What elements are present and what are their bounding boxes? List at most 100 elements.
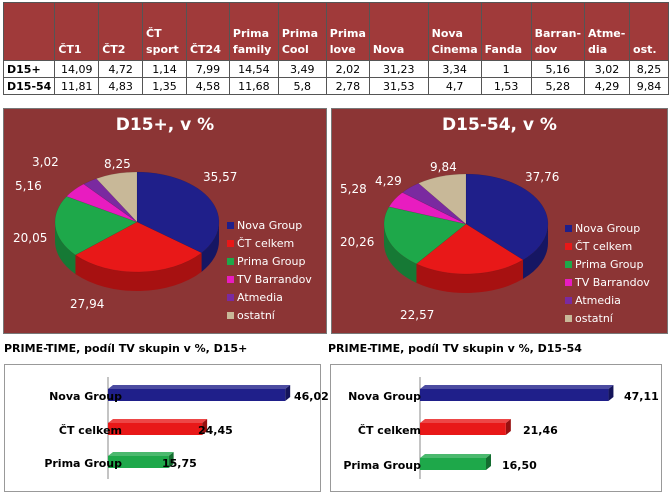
bar-chart-title: PRIME-TIME, podíl TV skupin v %, D15-54 bbox=[328, 342, 582, 355]
col-header: Prima Cool bbox=[277, 2, 327, 61]
table-cell: 1,35 bbox=[142, 77, 187, 95]
table-row: D15+ 14,09 4,72 1,14 7,99 14,54 3,49 2,0… bbox=[2, 60, 669, 78]
legend-label: Nova Group bbox=[575, 221, 641, 235]
table-cell: 1 bbox=[480, 60, 532, 78]
bar-value-label: 15,75 bbox=[162, 457, 197, 470]
bar-value-label: 16,50 bbox=[502, 459, 537, 472]
bar-value-label: 24,45 bbox=[198, 424, 233, 437]
col-header: ČT24 bbox=[185, 2, 230, 61]
slice-value-label: 4,29 bbox=[375, 174, 402, 188]
bar-side bbox=[168, 452, 174, 468]
bar-top bbox=[420, 419, 511, 423]
pie-slice-side bbox=[201, 222, 219, 272]
bar-chart-title: PRIME-TIME, podíl TV skupin v %, D15+ bbox=[4, 342, 248, 355]
pie-slice bbox=[401, 182, 467, 225]
table-cell: 1,14 bbox=[142, 60, 187, 78]
table-cell: 2,02 bbox=[325, 60, 370, 78]
bar-plot bbox=[419, 377, 614, 479]
header-corner bbox=[2, 2, 56, 61]
bar bbox=[420, 389, 609, 401]
bar-top bbox=[108, 452, 174, 456]
pie-slice-side bbox=[55, 222, 76, 275]
col-header: ČT sport bbox=[142, 2, 187, 61]
bar-side bbox=[608, 385, 614, 401]
bar bbox=[108, 389, 286, 401]
bar bbox=[420, 458, 486, 470]
table-cell: 9,84 bbox=[629, 77, 669, 95]
pie-slice-side bbox=[75, 252, 202, 291]
slice-value-label: 8,25 bbox=[104, 157, 131, 171]
col-header: ost. bbox=[629, 2, 669, 61]
legend-swatch bbox=[227, 275, 234, 283]
table-cell: 3,02 bbox=[584, 60, 631, 78]
chart-title: D15+, v % bbox=[115, 115, 215, 135]
table-cell: 31,53 bbox=[368, 77, 429, 95]
bar bbox=[420, 423, 506, 435]
legend-item: Prima Group bbox=[565, 255, 650, 273]
pie-slice bbox=[418, 173, 467, 225]
pie-slice bbox=[66, 183, 138, 223]
table-cell: 11,68 bbox=[228, 77, 279, 95]
bar-top bbox=[420, 454, 491, 458]
chart-legend: Nova Group ČT celkem Prima Group TV Barr… bbox=[227, 216, 312, 324]
share-table: ČT1 ČT2 ČT sport ČT24 Prima family Prima… bbox=[2, 2, 669, 95]
col-header: Nova bbox=[368, 2, 429, 61]
table-cell: 2,78 bbox=[325, 77, 370, 95]
chart-title: D15-54, v % bbox=[442, 115, 557, 135]
table-cell: 11,81 bbox=[54, 77, 100, 95]
slice-value-label: 37,76 bbox=[525, 170, 560, 184]
legend-label: ostatní bbox=[237, 308, 275, 322]
legend-label: Atmedia bbox=[237, 290, 283, 304]
legend-label: Atmedia bbox=[575, 293, 621, 307]
bar-top bbox=[420, 385, 614, 389]
pie-slice bbox=[383, 206, 467, 265]
bar-side bbox=[505, 419, 511, 435]
bar-value-label: 47,11 bbox=[624, 390, 659, 403]
table-header-row: ČT1 ČT2 ČT sport ČT24 Prima family Prima… bbox=[2, 2, 669, 61]
pie-slice bbox=[465, 173, 549, 261]
col-header: Atme-dia bbox=[584, 2, 631, 61]
legend-label: TV Barrandov bbox=[237, 272, 312, 286]
legend-label: ostatní bbox=[575, 311, 613, 325]
table-cell: 3,34 bbox=[427, 60, 482, 78]
table-cell: 14,09 bbox=[54, 60, 100, 78]
legend-item: TV Barrandov bbox=[227, 270, 312, 288]
col-header: ČT1 bbox=[54, 2, 100, 61]
category-label: Prima Group bbox=[343, 459, 421, 472]
legend-item: Atmedia bbox=[227, 288, 312, 306]
legend-swatch bbox=[227, 239, 234, 247]
legend-item: Nova Group bbox=[565, 219, 650, 237]
pie-plot bbox=[383, 173, 549, 293]
legend-label: ČT celkem bbox=[237, 236, 295, 250]
row-label: D15-54 bbox=[2, 77, 56, 95]
legend-swatch bbox=[565, 260, 572, 268]
row-label: D15+ bbox=[2, 60, 56, 78]
category-label: ČT celkem bbox=[357, 424, 421, 437]
pie-plot bbox=[54, 171, 220, 291]
slice-value-label: 20,05 bbox=[13, 231, 48, 245]
table-cell: 14,54 bbox=[228, 60, 279, 78]
table-cell: 1,53 bbox=[480, 77, 532, 95]
table-cell: 4,58 bbox=[185, 77, 230, 95]
pie-chart-d15-54: D15-54, v % 37,76 22,57 20,26 5,28 4,29 … bbox=[331, 108, 668, 334]
table-row: D15-54 11,81 4,83 1,35 4,58 11,68 5,8 2,… bbox=[2, 77, 669, 95]
bar bbox=[108, 456, 169, 468]
pie-slice-side bbox=[384, 224, 417, 283]
legend-item: ČT celkem bbox=[565, 237, 650, 255]
legend-item: ostatní bbox=[227, 306, 312, 324]
legend-label: Prima Group bbox=[575, 257, 644, 271]
legend-swatch bbox=[565, 278, 572, 286]
slice-value-label: 20,26 bbox=[340, 235, 375, 249]
legend-label: Nova Group bbox=[237, 218, 303, 232]
legend-swatch bbox=[565, 296, 572, 304]
col-header: Fanda bbox=[480, 2, 532, 61]
table-cell: 5,16 bbox=[530, 60, 586, 78]
table-cell: 31,23 bbox=[368, 60, 429, 78]
pie-slice bbox=[388, 192, 467, 225]
slice-value-label: 27,94 bbox=[70, 297, 105, 311]
legend-label: ČT celkem bbox=[575, 239, 633, 253]
table-cell: 5,8 bbox=[277, 77, 327, 95]
legend-item: TV Barrandov bbox=[565, 273, 650, 291]
pie-slice bbox=[415, 223, 524, 275]
col-header: Nova Cinema bbox=[427, 2, 482, 61]
